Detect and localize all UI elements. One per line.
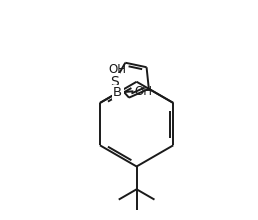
Text: B: B [113, 86, 122, 99]
Text: OH: OH [134, 85, 152, 98]
Text: S: S [110, 75, 119, 88]
Text: OH: OH [109, 63, 127, 76]
